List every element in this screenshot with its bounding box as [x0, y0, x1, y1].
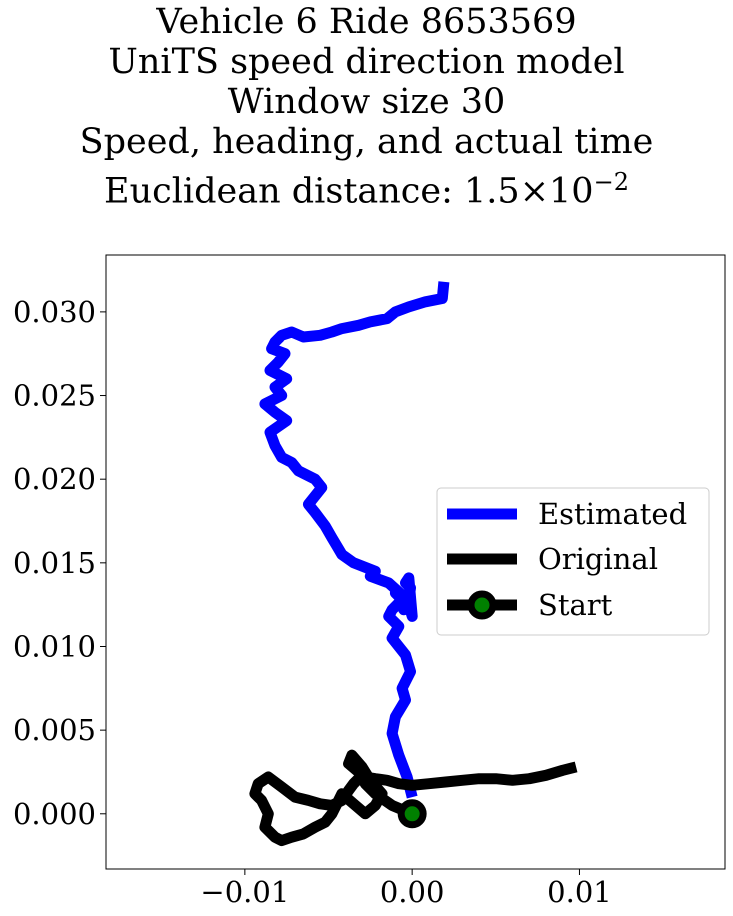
legend-label-estimated: Estimated: [538, 497, 687, 531]
legend-label-start: Start: [538, 588, 613, 622]
x-axis: −0.01 0.00 0.01: [200, 869, 612, 909]
title-distance-mantissa: 1.5: [464, 171, 520, 212]
y-axis: 0.000 0.005 0.010 0.015 0.020 0.025 0.030: [13, 295, 106, 831]
title-line-4: Speed, heading, and actual time: [79, 122, 654, 162]
title-line-5: Euclidean distance: 1.5×10−2: [0, 162, 733, 212]
title-line-2: UniTS speed direction model: [108, 42, 625, 82]
plot-area: [249, 281, 578, 847]
title-distance-times: ×: [519, 171, 550, 212]
y-tick-label: 0.030: [13, 295, 96, 329]
legend-box: [436, 487, 710, 636]
start-marker: [397, 799, 427, 829]
title-distance-exponent: −2: [593, 168, 629, 196]
y-tick-label: 0.010: [13, 629, 96, 663]
y-tick-label: 0.020: [13, 462, 96, 496]
legend: Estimated Original Start: [436, 487, 710, 636]
title-line-3: Window size 30: [227, 82, 506, 122]
y-tick-label: 0.000: [13, 797, 96, 831]
series-line-estimated: [259, 281, 450, 799]
y-tick-label: 0.005: [13, 713, 96, 747]
series-group: [249, 281, 578, 847]
x-tick-label: 0.00: [380, 875, 445, 909]
x-tick-label: −0.01: [200, 875, 289, 909]
y-tick-label: 0.015: [13, 546, 96, 580]
title-distance-prefix: Euclidean distance:: [104, 171, 465, 212]
chart-title: Vehicle 6 Ride 8653569 UniTS speed direc…: [0, 2, 733, 212]
legend-start-marker: [467, 590, 497, 620]
series-line-original: [249, 749, 578, 847]
title-distance-base: 10: [549, 171, 594, 212]
axes-frame: [105, 254, 726, 870]
title-line-1: Vehicle 6 Ride 8653569: [156, 2, 577, 42]
x-tick-label: 0.01: [547, 875, 612, 909]
y-tick-label: 0.025: [13, 379, 96, 413]
legend-label-original: Original: [538, 542, 658, 576]
